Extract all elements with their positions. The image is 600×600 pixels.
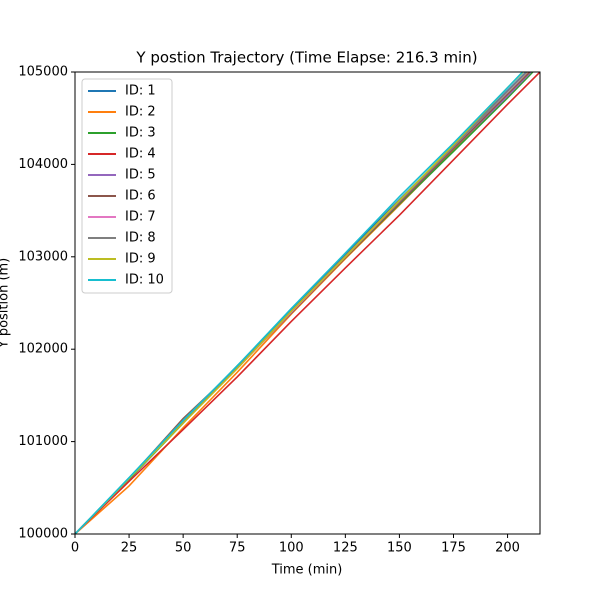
legend-label: ID: 3: [125, 126, 156, 141]
plot-area: [75, 72, 540, 534]
legend-label: ID: 6: [125, 189, 156, 204]
line: [75, 72, 540, 534]
x-tick-label: 100: [279, 541, 304, 556]
x-tick-label: 175: [441, 541, 466, 556]
chart-title: Y postion Trajectory (Time Elapse: 216.3…: [135, 49, 477, 67]
x-tick-label: 200: [495, 541, 520, 556]
y-tick-label: 101000: [18, 434, 68, 449]
x-axis-label: Time (min): [271, 563, 343, 578]
axes-frame: [74, 71, 541, 535]
x-tick-label: 150: [387, 541, 412, 556]
y-tick-label: 100000: [18, 527, 68, 542]
x-tick-label: 50: [175, 541, 192, 556]
y-axis-label: Y position (m): [0, 258, 12, 350]
legend-label: ID: 8: [125, 231, 156, 246]
y-tick-label: 104000: [18, 157, 68, 172]
legend-label: ID: 4: [125, 147, 156, 162]
x-tick-label: 25: [121, 541, 138, 556]
legend-label: ID: 5: [125, 168, 156, 183]
x-tick-label: 125: [333, 541, 358, 556]
x-tick-label: 75: [229, 541, 246, 556]
legend-label: ID: 1: [125, 84, 156, 99]
y-tick-label: 102000: [18, 342, 68, 357]
legend-label: ID: 2: [125, 105, 156, 120]
y-tick-label: 103000: [18, 249, 68, 264]
legend-label: ID: 9: [125, 252, 156, 267]
line: [75, 72, 524, 534]
legend-label: ID: 10: [125, 273, 164, 288]
x-tick-label: 0: [71, 541, 79, 556]
legend-label: ID: 7: [125, 210, 156, 225]
y-tick-label: 105000: [18, 65, 68, 80]
